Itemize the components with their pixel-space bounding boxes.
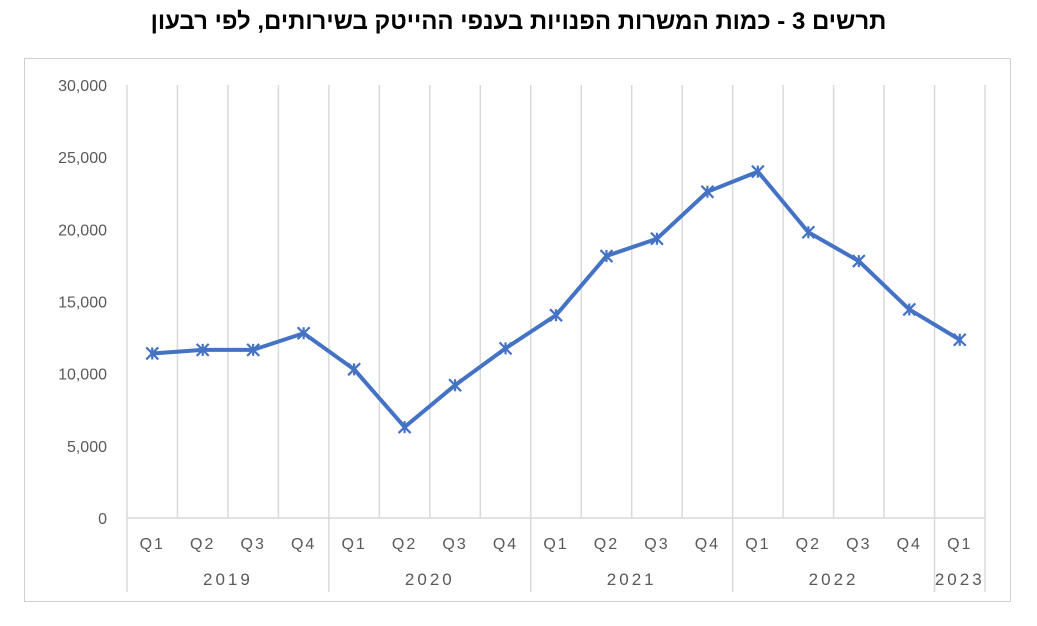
x-tick-label: Q2 — [392, 536, 417, 553]
data-point-marker — [397, 420, 412, 434]
data-point-marker — [549, 308, 563, 322]
data-point-marker — [852, 254, 866, 268]
y-tick-label: 10,000 — [58, 367, 107, 384]
y-tick-label: 15,000 — [58, 295, 107, 312]
y-tick-label: 25,000 — [58, 150, 107, 167]
x-tick-label: Q3 — [644, 536, 669, 553]
data-point-marker — [599, 249, 614, 263]
x-tick-label: Q2 — [796, 536, 821, 553]
data-point-marker — [801, 225, 816, 239]
chart-frame — [24, 58, 1011, 602]
x-tick-label: Q1 — [947, 536, 972, 553]
y-tick-label: 30,000 — [58, 78, 107, 95]
x-tick-label: Q3 — [846, 536, 871, 553]
y-tick-label: 5,000 — [67, 439, 107, 456]
data-point-marker — [952, 332, 967, 347]
x-tick-label: Q4 — [695, 536, 720, 553]
data-point-marker — [498, 341, 513, 356]
x-tick-label: Q4 — [291, 536, 316, 553]
year-label: 2020 — [405, 570, 455, 589]
year-label: 2021 — [607, 570, 657, 589]
x-tick-label: Q1 — [140, 536, 165, 553]
data-point-marker — [902, 302, 917, 317]
x-tick-label: Q1 — [341, 536, 366, 553]
chart-title: תרשים 3 - כמות המשרות הפנויות בענפי ההיי… — [150, 8, 887, 35]
x-tick-label: Q1 — [543, 536, 568, 553]
year-label: 2023 — [935, 570, 985, 589]
x-tick-label: Q4 — [493, 536, 518, 553]
x-tick-label: Q2 — [594, 536, 619, 553]
x-tick-label: Q3 — [241, 536, 266, 553]
data-point-marker — [448, 378, 462, 392]
data-point-marker — [195, 343, 210, 357]
y-tick-label: 20,000 — [58, 222, 107, 239]
year-label: 2022 — [809, 570, 859, 589]
data-point-marker — [296, 326, 311, 341]
x-tick-label: Q3 — [442, 536, 467, 553]
y-tick-label: 0 — [98, 511, 107, 528]
x-tick-label: Q2 — [190, 536, 215, 553]
x-tick-label: Q1 — [745, 536, 770, 553]
data-point-marker — [246, 343, 260, 357]
data-point-marker — [347, 362, 361, 377]
data-point-marker — [650, 231, 664, 246]
data-point-marker — [751, 164, 765, 179]
series-line — [150, 169, 962, 430]
x-tick-label: Q4 — [897, 536, 922, 553]
data-point-marker — [700, 185, 715, 199]
data-point-marker — [145, 346, 160, 361]
year-label: 2019 — [203, 570, 253, 589]
